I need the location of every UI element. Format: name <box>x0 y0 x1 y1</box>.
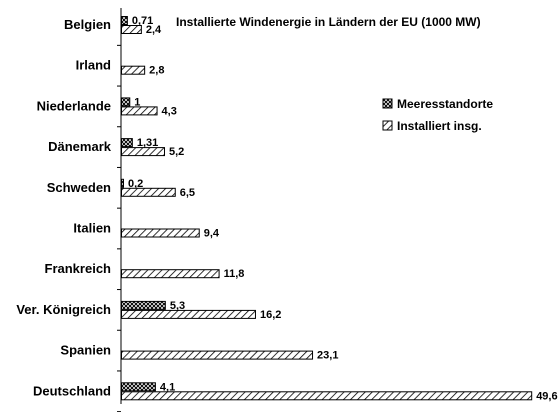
value-label-meeresstandorte-belgien: 0,71 <box>132 15 153 27</box>
bar-meeresstandorte-ver-koenigreich <box>121 300 166 310</box>
category-label-deutschland: Deutschland <box>33 383 111 398</box>
category-label-spanien: Spanien <box>60 343 111 358</box>
value-label-meeresstandorte-daenemark: 1,31 <box>137 137 158 149</box>
bar-installiert-insg-spanien <box>121 350 314 360</box>
legend-swatch-meeresstandorte <box>382 98 393 109</box>
value-label-meeresstandorte-deutschland: 4,1 <box>160 381 175 393</box>
value-label-installiert-insg-italien: 9,4 <box>204 228 220 240</box>
value-label-meeresstandorte-ver-koenigreich: 5,3 <box>170 300 185 312</box>
bar-installiert-insg-irland <box>121 65 146 75</box>
category-label-belgien: Belgien <box>64 17 111 32</box>
value-label-installiert-insg-irland: 2,8 <box>149 65 164 77</box>
category-label-italien: Italien <box>73 221 111 236</box>
bar-installiert-insg-daenemark <box>121 147 166 157</box>
bar-meeresstandorte-deutschland <box>121 382 156 392</box>
bar-installiert-insg-deutschland <box>121 391 533 401</box>
value-label-meeresstandorte-schweden: 0,2 <box>128 178 143 190</box>
legend-label-installiert: Installiert insg. <box>397 119 482 133</box>
legend-swatch-installiert <box>382 120 393 131</box>
bar-installiert-insg-niederlande <box>121 106 158 116</box>
value-label-installiert-insg-belgien: 2,4 <box>146 24 162 36</box>
value-label-installiert-insg-niederlande: 4,3 <box>162 105 177 117</box>
value-label-installiert-insg-spanien: 23,1 <box>317 350 338 362</box>
category-label-irland: Irland <box>76 58 111 73</box>
chart-title: Installierte Windenergie in Ländern der … <box>176 15 481 29</box>
bar-installiert-insg-ver-koenigreich <box>121 309 256 319</box>
bar-meeresstandorte-niederlande <box>121 97 131 107</box>
category-label-ver-koenigreich: Ver. Königreich <box>16 302 111 317</box>
bar-meeresstandorte-daenemark <box>121 138 133 148</box>
value-label-installiert-insg-deutschland: 49,6 <box>536 390 557 402</box>
value-label-installiert-insg-schweden: 6,5 <box>180 187 195 199</box>
category-label-niederlande: Niederlande <box>37 98 111 113</box>
bar-meeresstandorte-schweden <box>121 178 124 188</box>
category-label-schweden: Schweden <box>47 180 111 195</box>
bar-installiert-insg-frankreich <box>121 269 220 279</box>
legend: Meeresstandorte Installiert insg. <box>382 97 493 133</box>
category-label-daenemark: Dänemark <box>48 139 112 154</box>
bar-meeresstandorte-belgien <box>121 16 128 25</box>
legend-label-meeresstandorte: Meeresstandorte <box>397 97 493 111</box>
value-label-meeresstandorte-niederlande: 1 <box>134 96 140 108</box>
category-label-frankreich: Frankreich <box>45 261 112 276</box>
bar-installiert-insg-belgien <box>121 25 142 34</box>
marks: Belgien 0,712,4 Irland 2,8 Niederlande 1 4,3 Dä… <box>16 15 558 412</box>
value-label-installiert-insg-frankreich: 11,8 <box>224 268 245 280</box>
value-label-installiert-insg-ver-koenigreich: 16,2 <box>260 309 281 321</box>
bar-installiert-insg-schweden <box>121 187 176 197</box>
value-label-installiert-insg-daenemark: 5,2 <box>169 146 184 158</box>
bar-installiert-insg-italien <box>121 228 200 238</box>
